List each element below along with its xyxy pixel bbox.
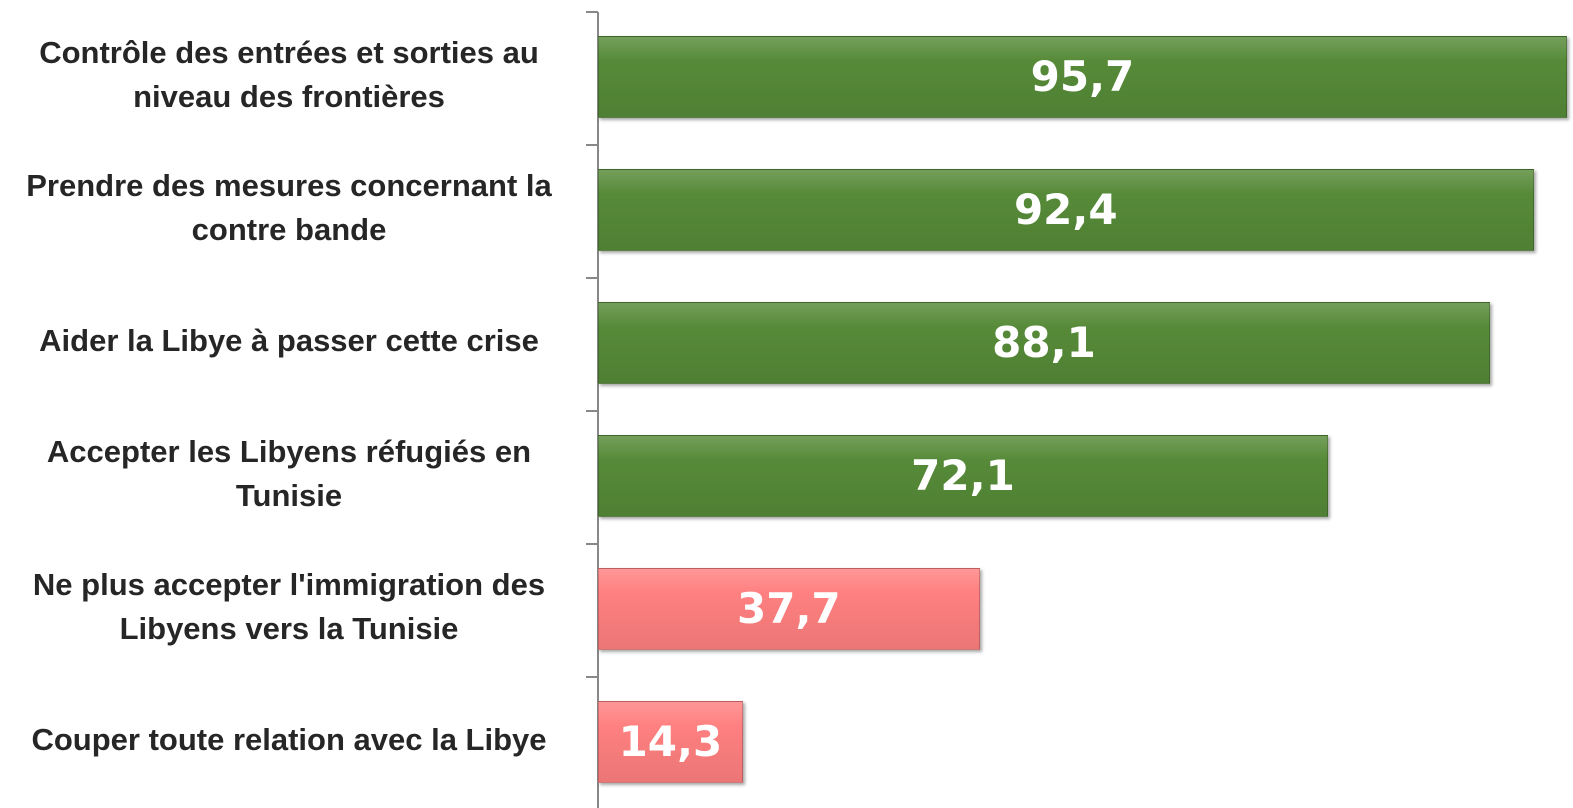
bar (598, 301, 1490, 384)
bar (598, 35, 1567, 118)
category-label: Aider la Libye à passer cette crise (0, 274, 578, 407)
category-text: Prendre des mesures concernant la contre… (26, 167, 552, 247)
value-label: 95,7 (1030, 51, 1135, 101)
category-text: Aider la Libye à passer cette crise (39, 322, 539, 358)
category-label: Couper toute relation avec la Libye (0, 673, 578, 806)
bar (598, 700, 743, 783)
value-label: 72,1 (911, 450, 1015, 500)
category-text: Couper toute relation avec la Libye (31, 721, 547, 757)
category-label: Accepter les Libyens réfugiés en Tunisie (0, 407, 578, 540)
category-label: Contrôle des entrées et sorties au nivea… (0, 8, 578, 141)
category-text: Accepter les Libyens réfugiés en Tunisie (46, 433, 532, 513)
category-text: Ne plus accepter l'immigration des Libye… (32, 566, 546, 646)
bar (598, 168, 1534, 251)
value-label: 92,4 (1013, 184, 1118, 234)
category-label: Ne plus accepter l'immigration des Libye… (0, 540, 578, 673)
bar (598, 434, 1328, 517)
value-label: 14,3 (618, 716, 723, 766)
category-text: Contrôle des entrées et sorties au nivea… (39, 34, 539, 114)
value-label: 88,1 (992, 317, 1096, 367)
category-label: Prendre des mesures concernant la contre… (0, 141, 578, 274)
value-label: 37,7 (737, 583, 841, 633)
bar (598, 567, 980, 650)
